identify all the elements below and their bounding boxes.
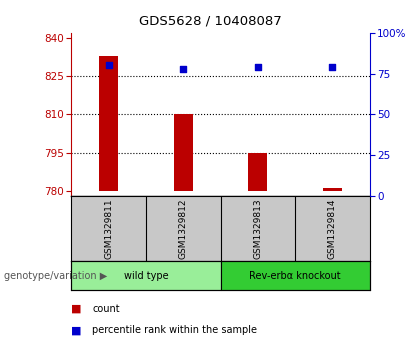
Text: wild type: wild type xyxy=(123,271,168,281)
Point xyxy=(329,64,336,70)
Text: percentile rank within the sample: percentile rank within the sample xyxy=(92,325,257,335)
Text: genotype/variation ▶: genotype/variation ▶ xyxy=(4,271,108,281)
Bar xyxy=(249,152,267,191)
Point xyxy=(255,64,261,70)
Text: ■: ■ xyxy=(71,303,82,314)
Text: ■: ■ xyxy=(71,325,82,335)
Bar xyxy=(71,261,220,290)
Bar xyxy=(100,56,118,191)
Text: count: count xyxy=(92,303,120,314)
Text: Rev-erbα knockout: Rev-erbα knockout xyxy=(249,271,341,281)
Bar xyxy=(220,261,370,290)
Point xyxy=(180,66,186,72)
Text: GDS5628 / 10408087: GDS5628 / 10408087 xyxy=(139,15,281,28)
Point xyxy=(105,62,112,68)
Text: GSM1329813: GSM1329813 xyxy=(253,198,262,259)
Text: GSM1329812: GSM1329812 xyxy=(179,199,188,259)
Text: GSM1329811: GSM1329811 xyxy=(104,198,113,259)
Text: GSM1329814: GSM1329814 xyxy=(328,199,337,259)
Bar xyxy=(174,114,192,191)
Bar xyxy=(323,188,341,191)
